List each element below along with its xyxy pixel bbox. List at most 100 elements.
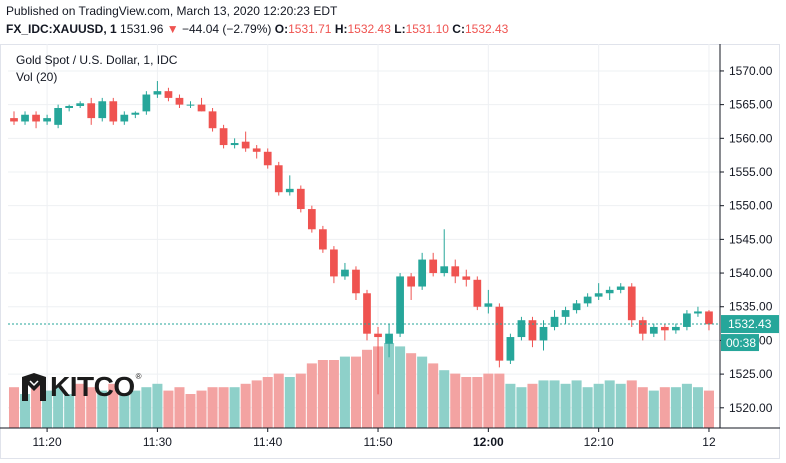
- chart-title: Gold Spot / U.S. Dollar, 1, IDC: [16, 53, 178, 67]
- candle-body: [307, 209, 316, 230]
- volume-bar: [582, 387, 593, 428]
- candle-body: [87, 103, 96, 119]
- volume-bar: [262, 377, 273, 428]
- candle-body: [705, 311, 713, 325]
- candle-body: [21, 114, 29, 122]
- volume-bar: [395, 346, 406, 428]
- x-tick-label: 11:50: [363, 435, 392, 449]
- symbol-label: FX_IDC:XAUUSD, 1: [6, 22, 117, 36]
- candle-body: [672, 326, 680, 331]
- candle-body: [385, 333, 393, 344]
- candle-body: [296, 188, 305, 210]
- volume-bar: [615, 383, 626, 428]
- candle-body: [418, 259, 427, 287]
- x-tick-label: 11:30: [143, 435, 172, 449]
- candle-body: [164, 91, 173, 98]
- candle-body: [197, 104, 206, 112]
- candle-body: [341, 269, 349, 277]
- volume-bar: [361, 349, 373, 428]
- ohlc-bar: FX_IDC:XAUUSD, 1 1531.96 ▼ −44.04 (−2.79…: [6, 22, 508, 36]
- volume-bar: [549, 380, 560, 428]
- close-label: C:: [452, 22, 465, 36]
- volume-bar: [339, 356, 350, 428]
- y-tick-label: 1550.00: [729, 199, 773, 213]
- low-value: 1531.10: [405, 22, 449, 36]
- candle-body: [65, 105, 74, 108]
- volume-bar: [692, 387, 703, 428]
- volume-bar: [119, 394, 130, 428]
- volume-bar: [86, 387, 97, 428]
- countdown-bg: [721, 334, 759, 352]
- volume-bar: [527, 383, 538, 428]
- candle-body: [131, 112, 140, 115]
- candle-body: [109, 101, 118, 122]
- volume-bar: [130, 390, 141, 428]
- volume-bar: [659, 387, 670, 428]
- volume-bar: [417, 356, 428, 428]
- candle-body: [429, 259, 438, 274]
- candle-body: [627, 286, 636, 321]
- candle-body: [440, 266, 449, 274]
- volume-bar: [317, 360, 328, 428]
- kitco-logo: KITCO ®: [20, 370, 142, 404]
- countdown-label: 00:38: [726, 336, 756, 350]
- volume-bar: [505, 383, 516, 428]
- candle-body: [120, 114, 129, 122]
- candle-body: [43, 118, 51, 122]
- chart-border: [0, 44, 780, 459]
- candle-body: [473, 279, 482, 307]
- candle-body: [252, 148, 261, 152]
- y-tick-label: 1570.00: [729, 64, 773, 78]
- candle-body: [495, 306, 504, 361]
- candle-body: [616, 286, 625, 290]
- candle-body: [241, 141, 250, 149]
- candle-body: [10, 118, 18, 122]
- candle-body: [594, 293, 603, 297]
- volume-bar: [31, 380, 42, 428]
- volume-bar: [108, 383, 119, 428]
- volume-bar: [306, 363, 317, 428]
- registered-mark: ®: [135, 372, 142, 381]
- volume-bar: [450, 373, 461, 428]
- price-label-bg: [721, 315, 779, 334]
- open-value: 1531.71: [288, 22, 332, 36]
- candle-body: [186, 104, 195, 106]
- volume-bar: [251, 380, 262, 428]
- candle-body: [274, 165, 283, 193]
- volume-bar: [681, 383, 692, 428]
- last-price: 1531.96: [120, 22, 164, 36]
- volume-legend: Vol (20): [16, 70, 58, 84]
- y-tick-label: 1565.00: [729, 98, 773, 112]
- volume-bar: [218, 387, 229, 428]
- candle-body: [374, 333, 382, 338]
- candle-body: [407, 276, 415, 287]
- candle-body: [451, 266, 460, 277]
- volume-bar: [273, 373, 284, 428]
- candle-body: [285, 188, 294, 193]
- volume-bar: [8, 387, 20, 428]
- candle-body: [319, 229, 327, 250]
- candle-body: [263, 151, 272, 166]
- candle-body: [572, 303, 581, 311]
- x-tick-label: 12:00: [473, 435, 504, 449]
- down-arrow-icon: ▼: [166, 22, 179, 36]
- candle-body: [539, 326, 548, 341]
- volume-bar: [538, 380, 549, 428]
- volume-bar: [163, 390, 174, 428]
- volume-bar: [648, 390, 659, 428]
- volume-bar: [196, 390, 207, 428]
- volume-bar: [240, 383, 251, 428]
- volume-bar: [384, 343, 395, 428]
- volume-bar: [439, 370, 450, 428]
- y-tick-label: 1540.00: [729, 266, 773, 280]
- candle-body: [330, 249, 338, 277]
- x-tick-label: 12:10: [584, 435, 614, 449]
- low-label: L:: [394, 22, 406, 36]
- volume-bar: [42, 390, 53, 428]
- candle-body: [76, 103, 85, 106]
- volume-bar: [350, 356, 361, 428]
- volume-bar: [185, 394, 196, 428]
- candle-body: [54, 108, 62, 125]
